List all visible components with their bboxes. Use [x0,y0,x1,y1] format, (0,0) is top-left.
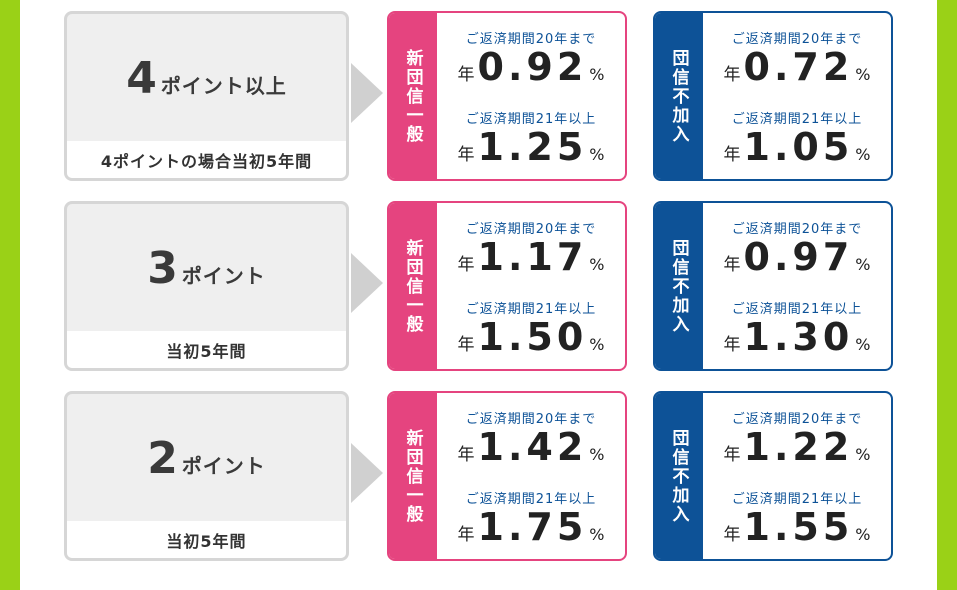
rate-row-3-points: 3 ポイント 当初5年間 新団信一般 ご返済期間20年まで 年 1.17 % ご… [64,201,894,371]
year-prefix: 年 [723,65,741,85]
rate-value: 1.25 [477,125,588,169]
rate-value-line: 年 0.72 % [703,45,891,89]
rate-value-line: 年 1.25 % [437,125,625,169]
arrow-right-icon [351,63,383,123]
rate-box-no-group-credit: 団信不加入 ご返済期間20年まで 年 1.22 % ご返済期間21年以上 年 1… [653,391,893,561]
rate-value: 1.22 [743,425,854,469]
year-prefix: 年 [457,335,475,355]
rate-box-no-group-credit: 団信不加入 ご返済期間20年まで 年 0.72 % ご返済期間21年以上 年 1… [653,11,893,181]
point-caption: 当初5年間 [67,521,346,558]
year-prefix: 年 [723,335,741,355]
percent-sign: % [855,335,871,354]
year-prefix: 年 [457,255,475,275]
rate-value: 1.17 [477,235,588,279]
point-heading: 3 ポイント [67,204,346,334]
year-prefix: 年 [457,65,475,85]
point-box: 3 ポイント 当初5年間 [64,201,349,371]
rate-value-line: 年 1.42 % [437,425,625,469]
year-prefix: 年 [723,145,741,165]
percent-sign: % [855,145,871,164]
rate-value-line: 年 1.50 % [437,315,625,359]
percent-sign: % [589,255,605,274]
rate-value: 1.50 [477,315,588,359]
rate-value: 0.92 [477,45,588,89]
percent-sign: % [855,525,871,544]
arrow-right-icon [351,253,383,313]
rate-row-4-points: 4 ポイント以上 4ポイントの場合当初5年間 新団信一般 ご返済期間20年まで … [64,11,894,181]
rate-box-new-group-credit: 新団信一般 ご返済期間20年まで 年 1.17 % ご返済期間21年以上 年 1… [387,201,627,371]
point-suffix: ポイント以上 [160,73,287,98]
rate-value-line: 年 1.30 % [703,315,891,359]
period-label: ご返済期間20年まで [731,412,863,427]
point-heading: 2 ポイント [67,394,346,524]
year-prefix: 年 [457,445,475,465]
point-number: 4 [126,53,157,104]
percent-sign: % [855,445,871,464]
plan-label: 団信不加入 [655,393,703,559]
period-label: ご返済期間21年以上 [731,492,863,507]
point-suffix: ポイント [181,263,266,288]
percent-sign: % [589,335,605,354]
percent-sign: % [855,255,871,274]
period-label: ご返済期間21年以上 [731,112,863,127]
plan-label: 新団信一般 [389,393,437,559]
year-prefix: 年 [723,525,741,545]
percent-sign: % [589,445,605,464]
right-green-border [937,0,957,590]
year-prefix: 年 [457,145,475,165]
arrow-right-icon [351,443,383,503]
rate-box-new-group-credit: 新団信一般 ご返済期間20年まで 年 1.42 % ご返済期間21年以上 年 1… [387,391,627,561]
year-prefix: 年 [723,445,741,465]
rate-box-new-group-credit: 新団信一般 ご返済期間20年まで 年 0.92 % ご返済期間21年以上 年 1… [387,11,627,181]
rate-value-line: 年 0.97 % [703,235,891,279]
point-heading: 4 ポイント以上 [67,14,346,144]
left-green-border [0,0,20,590]
period-label: ご返済期間20年まで [465,222,597,237]
plan-label: 新団信一般 [389,203,437,369]
rate-row-2-points: 2 ポイント 当初5年間 新団信一般 ご返済期間20年まで 年 1.42 % ご… [64,391,894,561]
point-caption: 当初5年間 [67,331,346,368]
rate-box-no-group-credit: 団信不加入 ご返済期間20年まで 年 0.97 % ご返済期間21年以上 年 1… [653,201,893,371]
point-box: 2 ポイント 当初5年間 [64,391,349,561]
period-label: ご返済期間20年まで [465,32,597,47]
point-number: 3 [147,243,178,294]
point-suffix: ポイント [181,453,266,478]
rate-value-line: 年 0.92 % [437,45,625,89]
point-caption: 4ポイントの場合当初5年間 [67,141,346,178]
year-prefix: 年 [457,525,475,545]
rate-value: 1.30 [743,315,854,359]
period-label: ご返済期間21年以上 [465,302,597,317]
period-label: ご返済期間21年以上 [465,492,597,507]
plan-label: 団信不加入 [655,13,703,179]
rate-value-line: 年 1.22 % [703,425,891,469]
percent-sign: % [589,525,605,544]
rate-value: 1.55 [743,505,854,549]
point-box: 4 ポイント以上 4ポイントの場合当初5年間 [64,11,349,181]
rate-value-line: 年 1.75 % [437,505,625,549]
rate-value: 0.97 [743,235,854,279]
percent-sign: % [589,145,605,164]
period-label: ご返済期間20年まで [465,412,597,427]
point-number: 2 [147,433,178,484]
rate-value: 1.42 [477,425,588,469]
percent-sign: % [589,65,605,84]
period-label: ご返済期間20年まで [731,222,863,237]
rate-value: 1.05 [743,125,854,169]
rate-value: 1.75 [477,505,588,549]
rate-value: 0.72 [743,45,854,89]
period-label: ご返済期間21年以上 [731,302,863,317]
percent-sign: % [855,65,871,84]
period-label: ご返済期間21年以上 [465,112,597,127]
rate-value-line: 年 1.55 % [703,505,891,549]
plan-label: 新団信一般 [389,13,437,179]
rate-value-line: 年 1.05 % [703,125,891,169]
rate-value-line: 年 1.17 % [437,235,625,279]
period-label: ご返済期間20年まで [731,32,863,47]
year-prefix: 年 [723,255,741,275]
plan-label: 団信不加入 [655,203,703,369]
